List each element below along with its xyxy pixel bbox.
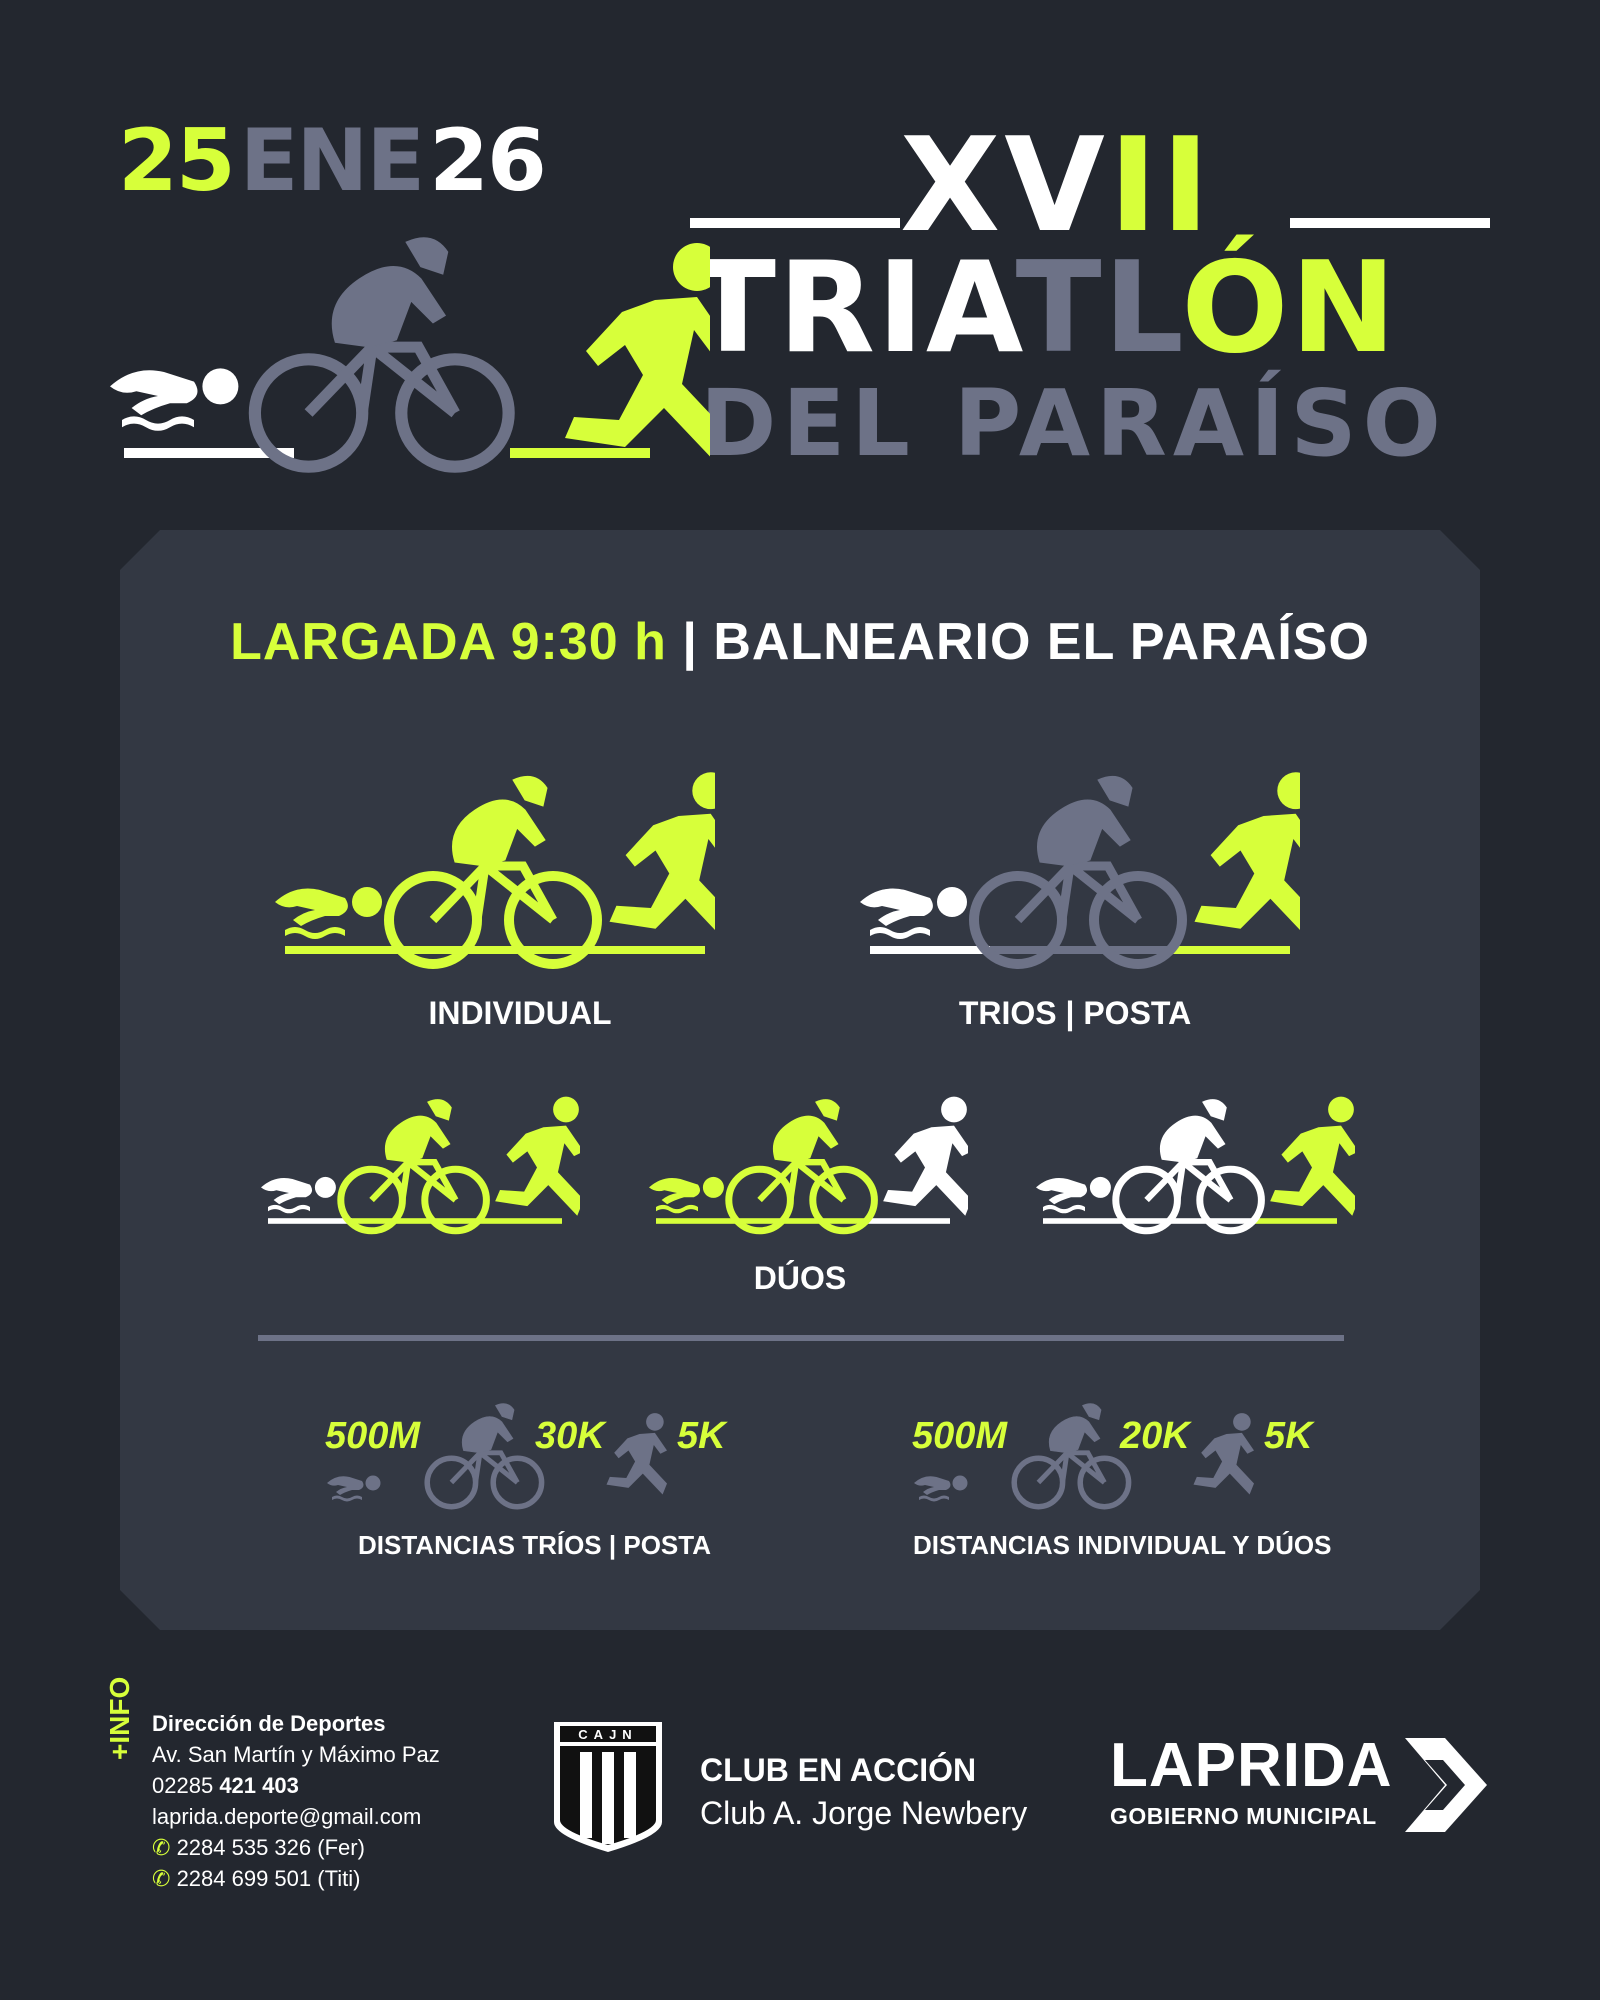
cyclist-icon — [1116, 1100, 1262, 1231]
swimmer-icon — [327, 1475, 381, 1502]
header-triathlete-illustration — [110, 230, 710, 490]
event-title: TRIATLÓN — [690, 245, 1398, 371]
edition-ii: II — [1108, 109, 1214, 261]
start-place: BALNEARIO EL PARAÍSO — [713, 613, 1370, 671]
distances-trios-label: DISTANCIAS TRÍOS | POSTA — [358, 1530, 711, 1560]
whatsapp-icon: ✆ — [152, 1835, 171, 1860]
runner-icon — [1193, 1413, 1254, 1495]
date-day-end: 26 — [429, 111, 547, 211]
edition-lines — [690, 218, 1490, 228]
duos-icons-1 — [261, 1095, 580, 1235]
edition-number: XVII — [900, 120, 1214, 250]
phone-number: 421 403 — [219, 1773, 299, 1798]
org-name: Dirección de Deportes — [152, 1711, 386, 1736]
runner-icon — [1194, 772, 1300, 943]
trios-icons — [860, 770, 1300, 970]
runner-icon — [495, 1096, 580, 1216]
cyclist-icon — [341, 1100, 487, 1231]
contact-info: Dirección de Deportes Av. San Martín y M… — [152, 1708, 440, 1894]
individual-bike-distance: 20K — [1120, 1415, 1190, 1457]
section-divider — [258, 1335, 1344, 1341]
category-duos: DÚOS — [753, 1260, 847, 1296]
trios-run-distance: 5K — [677, 1415, 726, 1457]
individual-run-distance: 5K — [1264, 1415, 1313, 1457]
duos-icons-3 — [1036, 1095, 1355, 1235]
swimmer-icon — [649, 1176, 724, 1214]
phone-prefix: 02285 — [152, 1773, 214, 1798]
swimmer-icon — [261, 1176, 336, 1214]
cyclist-icon — [427, 1404, 541, 1507]
category-trios: TRIOS | POSTA — [958, 995, 1192, 1031]
distances-trios-icons — [327, 1400, 667, 1520]
swimmer-icon — [860, 887, 967, 939]
cyclist-icon — [974, 776, 1182, 964]
whatsapp-icon: ✆ — [152, 1866, 171, 1891]
swimmer-icon — [275, 887, 382, 939]
title-part-a: A — [925, 234, 1016, 381]
individual-swim-distance: 500M — [912, 1415, 1008, 1457]
municipality-logo: LAPRIDA GOBIERNO MUNICIPAL — [1110, 1735, 1393, 1830]
title-part-tl: TL — [1015, 234, 1182, 381]
org-address: Av. San Martín y Máximo Paz — [152, 1742, 440, 1767]
municipality-name: LAPRIDA — [1110, 1731, 1393, 1800]
date-month: ENE — [239, 111, 425, 211]
whatsapp-contact-1[interactable]: ✆ 2284 535 326 (Fer) — [152, 1832, 440, 1863]
start-line: LARGADA 9:30 h | BALNEARIO EL PARAÍSO — [0, 612, 1600, 672]
runner-icon — [883, 1096, 968, 1216]
category-individual: INDIVIDUAL — [428, 995, 612, 1031]
cyclist-icon — [1014, 1404, 1128, 1507]
club-name: Club A. Jorge Newbery — [700, 1795, 1028, 1831]
individual-icons — [275, 770, 715, 970]
distances-individual-label: DISTANCIAS INDIVIDUAL Y DÚOS — [913, 1530, 1332, 1560]
org-phone: 02285 421 403 — [152, 1770, 440, 1801]
trios-swim-distance: 500M — [325, 1415, 421, 1457]
runner-icon — [606, 1413, 667, 1495]
title-part-on: ÓN — [1181, 234, 1398, 381]
runner-icon — [1270, 1096, 1355, 1216]
swimmer-icon — [110, 368, 239, 431]
info-tag: +INFO — [104, 1676, 135, 1760]
start-separator: | — [682, 613, 698, 671]
trios-bike-distance: 30K — [535, 1415, 605, 1457]
club-badge-text: CAJN — [578, 1727, 637, 1742]
date-day-start: 25 — [118, 111, 236, 211]
cyclist-icon — [729, 1100, 875, 1231]
runner-icon — [609, 772, 715, 943]
whatsapp-number-1: 2284 535 326 (Fer) — [176, 1835, 365, 1860]
club-info: CLUB EN ACCIÓN Club A. Jorge Newbery — [700, 1752, 1027, 1832]
whatsapp-contact-2[interactable]: ✆ 2284 699 501 (Titi) — [152, 1863, 440, 1894]
cyclist-icon — [255, 238, 509, 467]
title-part-tri: TRI — [690, 234, 926, 381]
info-panel — [120, 530, 1480, 1630]
distances-individual-icons — [914, 1400, 1254, 1520]
municipality-subtitle: GOBIERNO MUNICIPAL — [1110, 1803, 1377, 1829]
swimmer-icon — [1036, 1176, 1111, 1214]
club-badge-logo: CAJN — [554, 1722, 662, 1852]
cyclist-icon — [389, 776, 597, 964]
event-subtitle: DEL PARAÍSO — [700, 370, 1447, 477]
club-title: CLUB EN ACCIÓN — [700, 1752, 977, 1788]
duos-icons-2 — [649, 1095, 968, 1235]
start-time: LARGADA 9:30 h — [230, 613, 667, 671]
event-date: 25ENE26 — [118, 118, 547, 204]
org-email[interactable]: laprida.deporte@gmail.com — [152, 1804, 422, 1829]
whatsapp-number-2: 2284 699 501 (Titi) — [176, 1866, 361, 1891]
municipality-chevron-icon — [1405, 1738, 1487, 1832]
edition-xv: XV — [900, 109, 1109, 261]
swimmer-icon — [914, 1475, 968, 1502]
runner-icon — [565, 243, 710, 465]
